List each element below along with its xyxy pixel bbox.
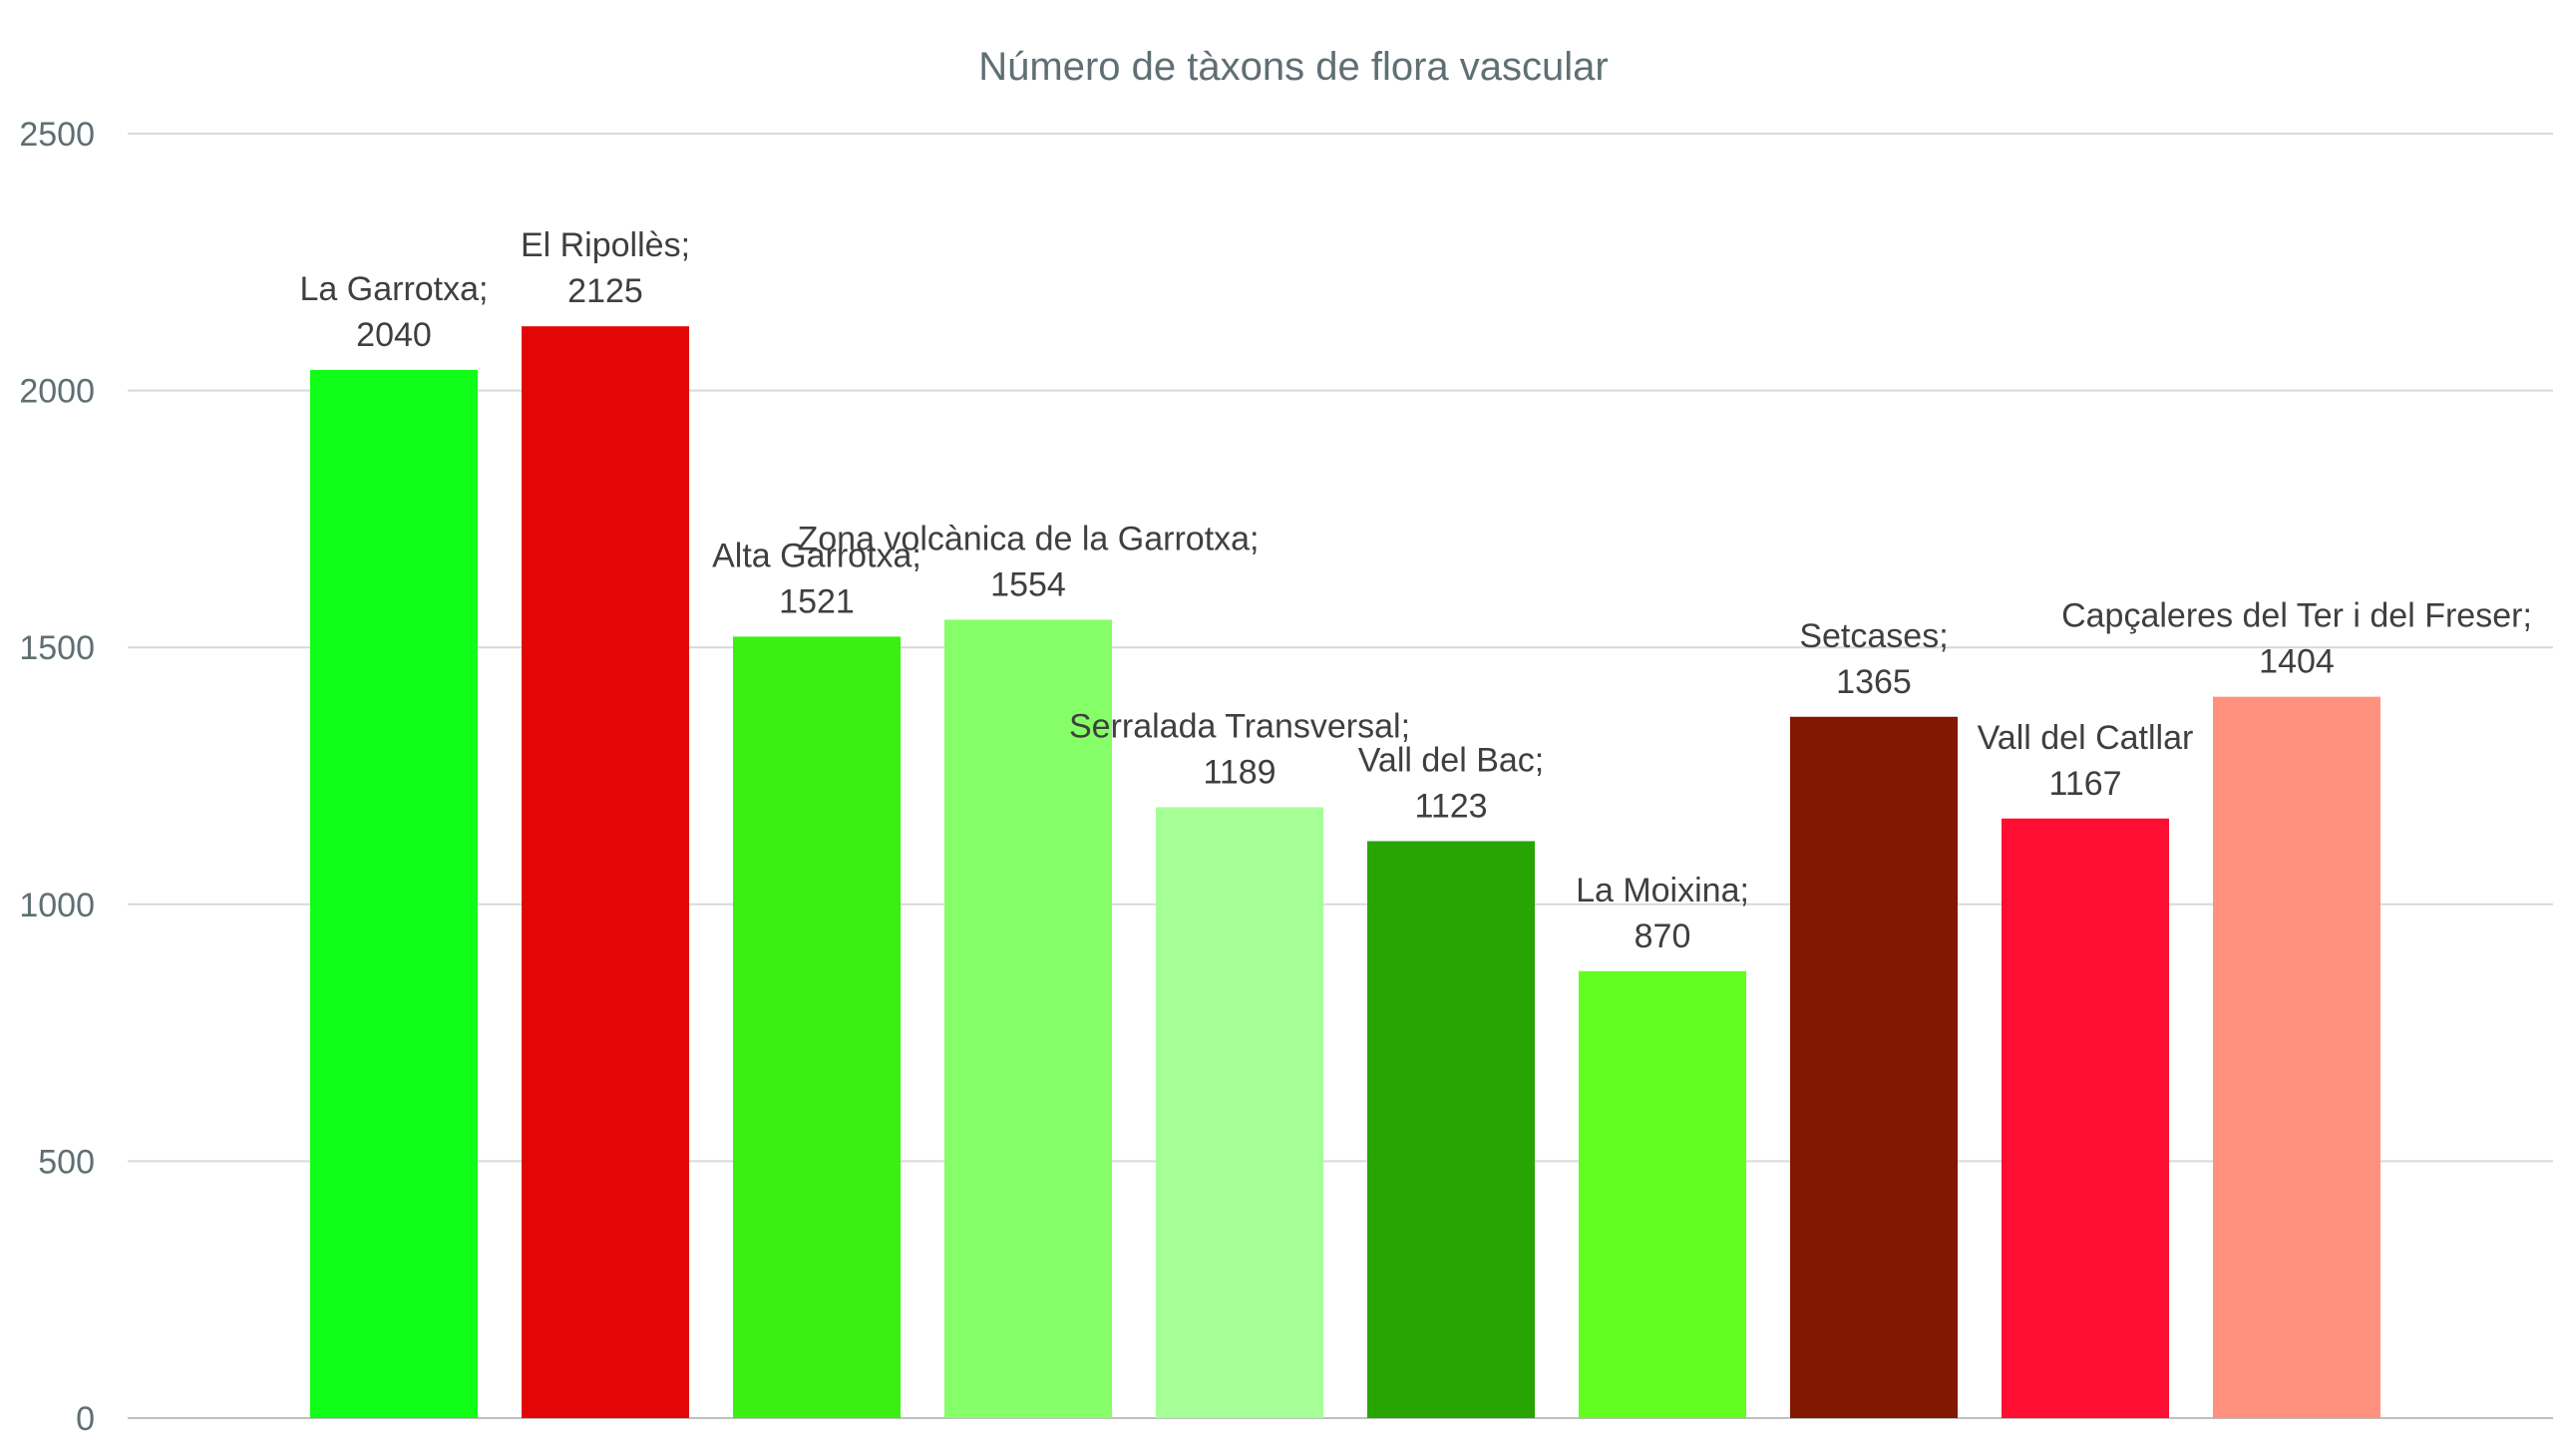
- y-tick-label: 2000: [19, 373, 95, 411]
- data-labels: La Garrotxa; 2040 El Ripollès; 2125 Alta Gar…: [300, 226, 2532, 955]
- bar: [522, 326, 689, 1419]
- y-tick-label: 500: [38, 1143, 95, 1181]
- data-label-value: 1365: [1836, 663, 1912, 701]
- chart-title: Número de tàxons de flora vascular: [978, 45, 1608, 89]
- y-tick-label: 2500: [19, 116, 95, 154]
- data-label-category: Alta Garrotxa;: [712, 537, 921, 574]
- data-label-category: La Moixina;: [1576, 872, 1749, 910]
- y-axis-ticks: 0 500 1000 1500 2000 2500: [19, 116, 95, 1438]
- data-label-value: 2040: [356, 316, 432, 354]
- data-label-value: 1123: [1414, 787, 1487, 825]
- bar: [1367, 841, 1535, 1418]
- data-label-category: Capçaleres del Ter i del Freser;: [2061, 597, 2532, 635]
- data-label-value: 870: [1635, 917, 1691, 955]
- bar: [1156, 807, 1323, 1418]
- data-label-category: Zona volcànica de la Garrotxa;: [797, 520, 1259, 557]
- data-label-category: Setcases;: [1799, 617, 1948, 655]
- y-tick-label: 1500: [19, 629, 95, 667]
- bar: [2002, 818, 2169, 1418]
- data-label-value: 1521: [779, 582, 855, 620]
- bars: [310, 326, 2380, 1419]
- data-label-value: 2125: [567, 272, 643, 310]
- bar: [1790, 716, 1958, 1418]
- data-label-value: 1189: [1203, 753, 1276, 791]
- y-tick-label: 1000: [19, 887, 95, 924]
- gridlines: [128, 133, 2553, 1419]
- bar: [310, 369, 478, 1419]
- data-label-category: La Garrotxa;: [300, 270, 489, 308]
- data-label-category: Vall del Catllar: [1978, 719, 2194, 757]
- y-tick-label: 0: [76, 1400, 95, 1438]
- data-label-category: Vall del Bac;: [1358, 741, 1544, 779]
- data-label-value: 1404: [2259, 643, 2335, 681]
- data-label-value: 1554: [990, 565, 1066, 603]
- data-label-category: El Ripollès;: [521, 226, 690, 264]
- data-label-category: Serralada Transversal;: [1069, 707, 1410, 745]
- bar: [733, 636, 901, 1418]
- data-label-value: 1167: [2048, 765, 2121, 803]
- bar: [2213, 696, 2380, 1418]
- bar: [944, 619, 1112, 1418]
- bar: [1579, 970, 1746, 1418]
